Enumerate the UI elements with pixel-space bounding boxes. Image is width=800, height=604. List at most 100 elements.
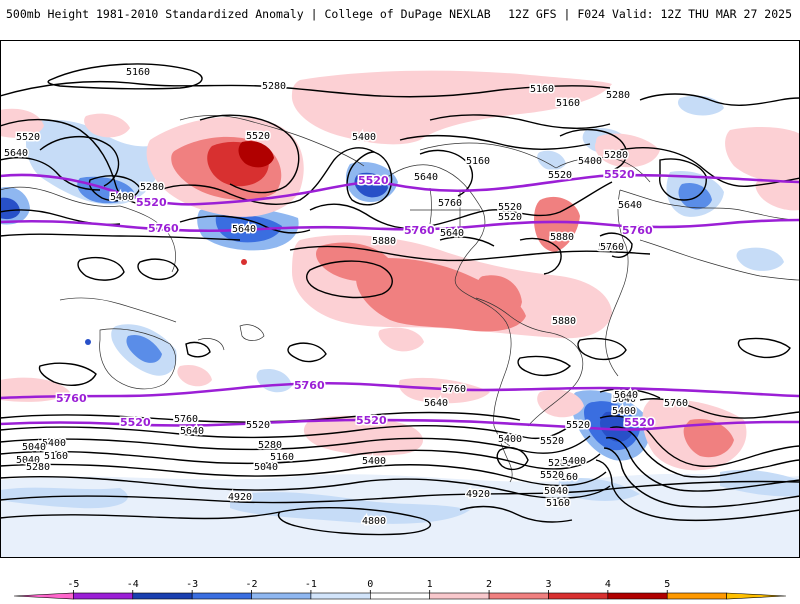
contour-label: 5040: [254, 462, 278, 473]
colorbar-tick-label: 2: [486, 579, 492, 590]
contour-label: 5640: [180, 426, 204, 437]
colorbar-swatch: [251, 592, 312, 600]
contour-label: 4800: [362, 516, 386, 527]
contour-label: 5280: [604, 150, 628, 161]
anomaly-cores: [85, 259, 247, 345]
colorbar-svg: -5 -4 -3 -2 -1 0 1 2 3 4 5: [13, 579, 787, 600]
contour-label: 5400: [578, 156, 602, 167]
contour-label: 5760: [598, 242, 622, 253]
colorbar-tick-labels: -5 -4 -3 -2 -1 0 1 2 3 4 5: [67, 579, 670, 593]
contour-label: 5760: [600, 242, 624, 253]
thick-label: 5760: [404, 224, 435, 237]
contour-5520-south: [0, 418, 800, 431]
contour-label: 5400: [110, 192, 134, 203]
colorbar-swatch: [73, 592, 134, 600]
contour-label: 5520: [540, 470, 564, 481]
thick-label: 5760: [56, 392, 87, 405]
contour-label: 5400: [362, 456, 386, 467]
contour-label: 5520: [548, 170, 572, 181]
contour-label: 5760: [442, 384, 466, 395]
colorbar-swatch: [666, 592, 727, 600]
colorbar-swatch: [191, 592, 252, 600]
contour-label: 5760: [174, 414, 198, 425]
run-info: 12Z GFS | F024 Valid: 12Z THU MAR 27 202…: [508, 7, 792, 21]
colorbar-swatch: [132, 592, 193, 600]
colorbar-tick-label: -3: [186, 579, 198, 590]
colorbar-tick-label: -1: [305, 579, 317, 590]
contour-label: 5880: [552, 316, 576, 327]
map-svg: 5160 5280 5160 5160 5280 5520 5640 5280 …: [0, 40, 800, 558]
colorbar-tick-label: 5: [664, 579, 670, 590]
contour-label: 5640: [4, 148, 28, 159]
thick-label: 5760: [622, 224, 653, 237]
contour-label: 5520: [540, 436, 564, 447]
colorbar-tick-label: 3: [545, 579, 551, 590]
colorbar-tick-label: -5: [67, 579, 79, 590]
thick-label: 5520: [624, 416, 655, 429]
contour-label: 5640: [414, 172, 438, 183]
contour-labels: 5160 5280 5160 5160 5280 5520 5640 5280 …: [3, 66, 690, 529]
colorbar-tick-label: 0: [367, 579, 373, 590]
contour-label: 5520: [246, 420, 270, 431]
contour-label: 5160: [270, 452, 294, 463]
contour-label: 5160: [44, 451, 68, 462]
contour-label: 5400: [562, 456, 586, 467]
contour-label: 5160: [466, 156, 490, 167]
contour-label: 5280: [26, 462, 50, 473]
contour-label: 5280: [140, 182, 164, 193]
contour-label: 5160: [530, 84, 554, 95]
contour-label: 5400: [498, 434, 522, 445]
contour-label: 5520: [16, 132, 40, 143]
thick-label: 5520: [120, 416, 151, 429]
colorbar-swatch: [726, 592, 787, 600]
contour-label: 5160: [126, 67, 150, 78]
contour-label: 5280: [548, 458, 572, 469]
contour-label: 5640: [614, 390, 638, 401]
contour-label: 5040: [22, 442, 46, 453]
contour-label: 5400: [352, 132, 376, 143]
contour-label: 5040: [16, 455, 40, 466]
contour-label: 5520: [498, 202, 522, 213]
contour-label: 5280: [258, 440, 282, 451]
thick-label: 5760: [148, 222, 179, 235]
colorbar-swatch: [488, 592, 549, 600]
map-title: 500mb Height 1981-2010 Standardized Anom…: [6, 7, 491, 21]
height-contours: [0, 63, 800, 536]
contour-label: 5400: [612, 406, 636, 417]
contour-label: 5400: [42, 438, 66, 449]
colorbar-swatch: [370, 592, 430, 600]
contour-5520-north: [0, 173, 800, 206]
contour-label: 4920: [466, 489, 490, 500]
colorbar-swatch: [13, 592, 74, 600]
coastlines: [0, 115, 800, 483]
colorbar-swatches: [13, 592, 787, 600]
contour-label: 5040: [544, 486, 568, 497]
thick-contours: [0, 173, 800, 431]
contour-label: 5520: [246, 131, 270, 142]
thick-contour-labels: 5520 5760 5520 5760 5520 5760 5520 5760 …: [55, 167, 657, 431]
contour-label: 5280: [262, 81, 286, 92]
contour-label: 5280: [606, 90, 630, 101]
contour-5160-arctic: [47, 63, 203, 90]
positive-anomaly-shading: [0, 70, 800, 471]
thick-label: 5520: [136, 196, 167, 209]
contour-label: 5640: [618, 200, 642, 211]
thick-label: 5520: [358, 174, 389, 187]
contour-label: 5520: [498, 212, 522, 223]
contour-label: 5880: [372, 236, 396, 247]
contour-label: 5640: [424, 398, 448, 409]
contour-label: 5760: [438, 198, 462, 209]
contour-label: 5520: [566, 420, 590, 431]
contour-label: 4920: [228, 492, 252, 503]
contour-5760-south: [0, 381, 800, 400]
colorbar-tick-label: -4: [127, 579, 139, 590]
contour-label: 5160: [556, 98, 580, 109]
contour-label: 5160: [554, 472, 578, 483]
colorbar-tick-label: 4: [605, 579, 611, 590]
colorbar-swatch: [310, 592, 371, 600]
contour-label: 5640: [612, 394, 636, 405]
thick-label: 5520: [604, 168, 635, 181]
contour-label: 5760: [664, 398, 688, 409]
contour-label: 5640: [232, 224, 256, 235]
contour-label: 5640: [440, 228, 464, 239]
